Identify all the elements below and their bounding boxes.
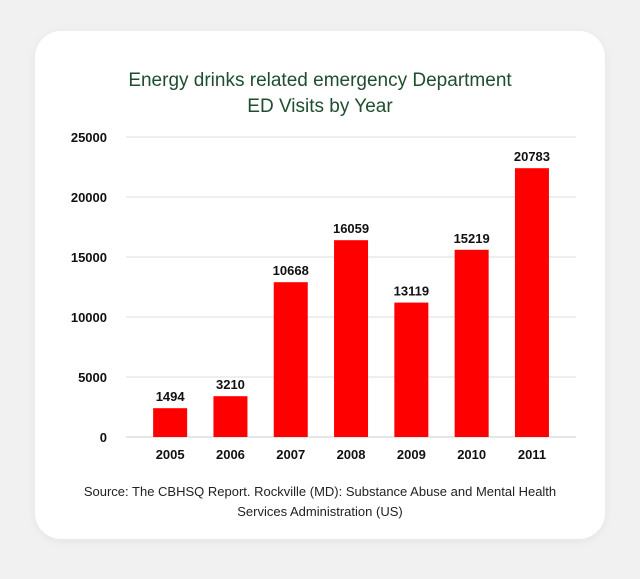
bar (394, 302, 429, 437)
bar-data-label: 13119 (394, 284, 429, 299)
bar (153, 408, 188, 437)
chart-title-line-1: Energy drinks related emergency Departme… (128, 70, 512, 91)
y-axis-ticks: 0 5000 10000 15000 20000 25000 (71, 130, 107, 445)
y-tick-label: 25000 (71, 130, 107, 145)
bars (153, 168, 549, 437)
y-tick-label: 5000 (78, 370, 107, 385)
x-tick-label: 2008 (337, 447, 366, 462)
chart-card (35, 31, 605, 539)
bar (334, 240, 369, 437)
bar-data-labels: 1494 3210 10668 16059 13119 15219 20783 (156, 149, 550, 404)
chart-title-line-2: ED Visits by Year (247, 96, 393, 117)
y-tick-label: 0 (100, 430, 107, 445)
x-tick-label: 2006 (216, 447, 245, 462)
bar (273, 282, 308, 437)
y-tick-label: 10000 (71, 310, 107, 325)
bar-data-label: 16059 (333, 221, 369, 236)
x-axis-ticks: 2005 2006 2007 2008 2009 2010 2011 (156, 447, 546, 462)
bar-data-label: 20783 (514, 149, 550, 164)
x-tick-label: 2009 (397, 447, 426, 462)
x-tick-label: 2011 (518, 447, 546, 462)
y-tick-label: 15000 (71, 250, 107, 265)
bar-data-label: 10668 (273, 263, 309, 278)
bar-data-label: 3210 (216, 377, 245, 392)
x-tick-label: 2005 (156, 447, 185, 462)
x-tick-label: 2010 (457, 447, 486, 462)
source-note: Source: The CBHSQ Report. Rockville (MD)… (83, 484, 557, 519)
x-tick-label: 2007 (276, 447, 305, 462)
bar (213, 396, 248, 437)
bar (454, 249, 489, 437)
bar-data-label: 1494 (156, 389, 186, 404)
y-tick-label: 20000 (71, 190, 107, 205)
bar (514, 168, 549, 437)
bar-data-label: 15219 (454, 231, 490, 246)
